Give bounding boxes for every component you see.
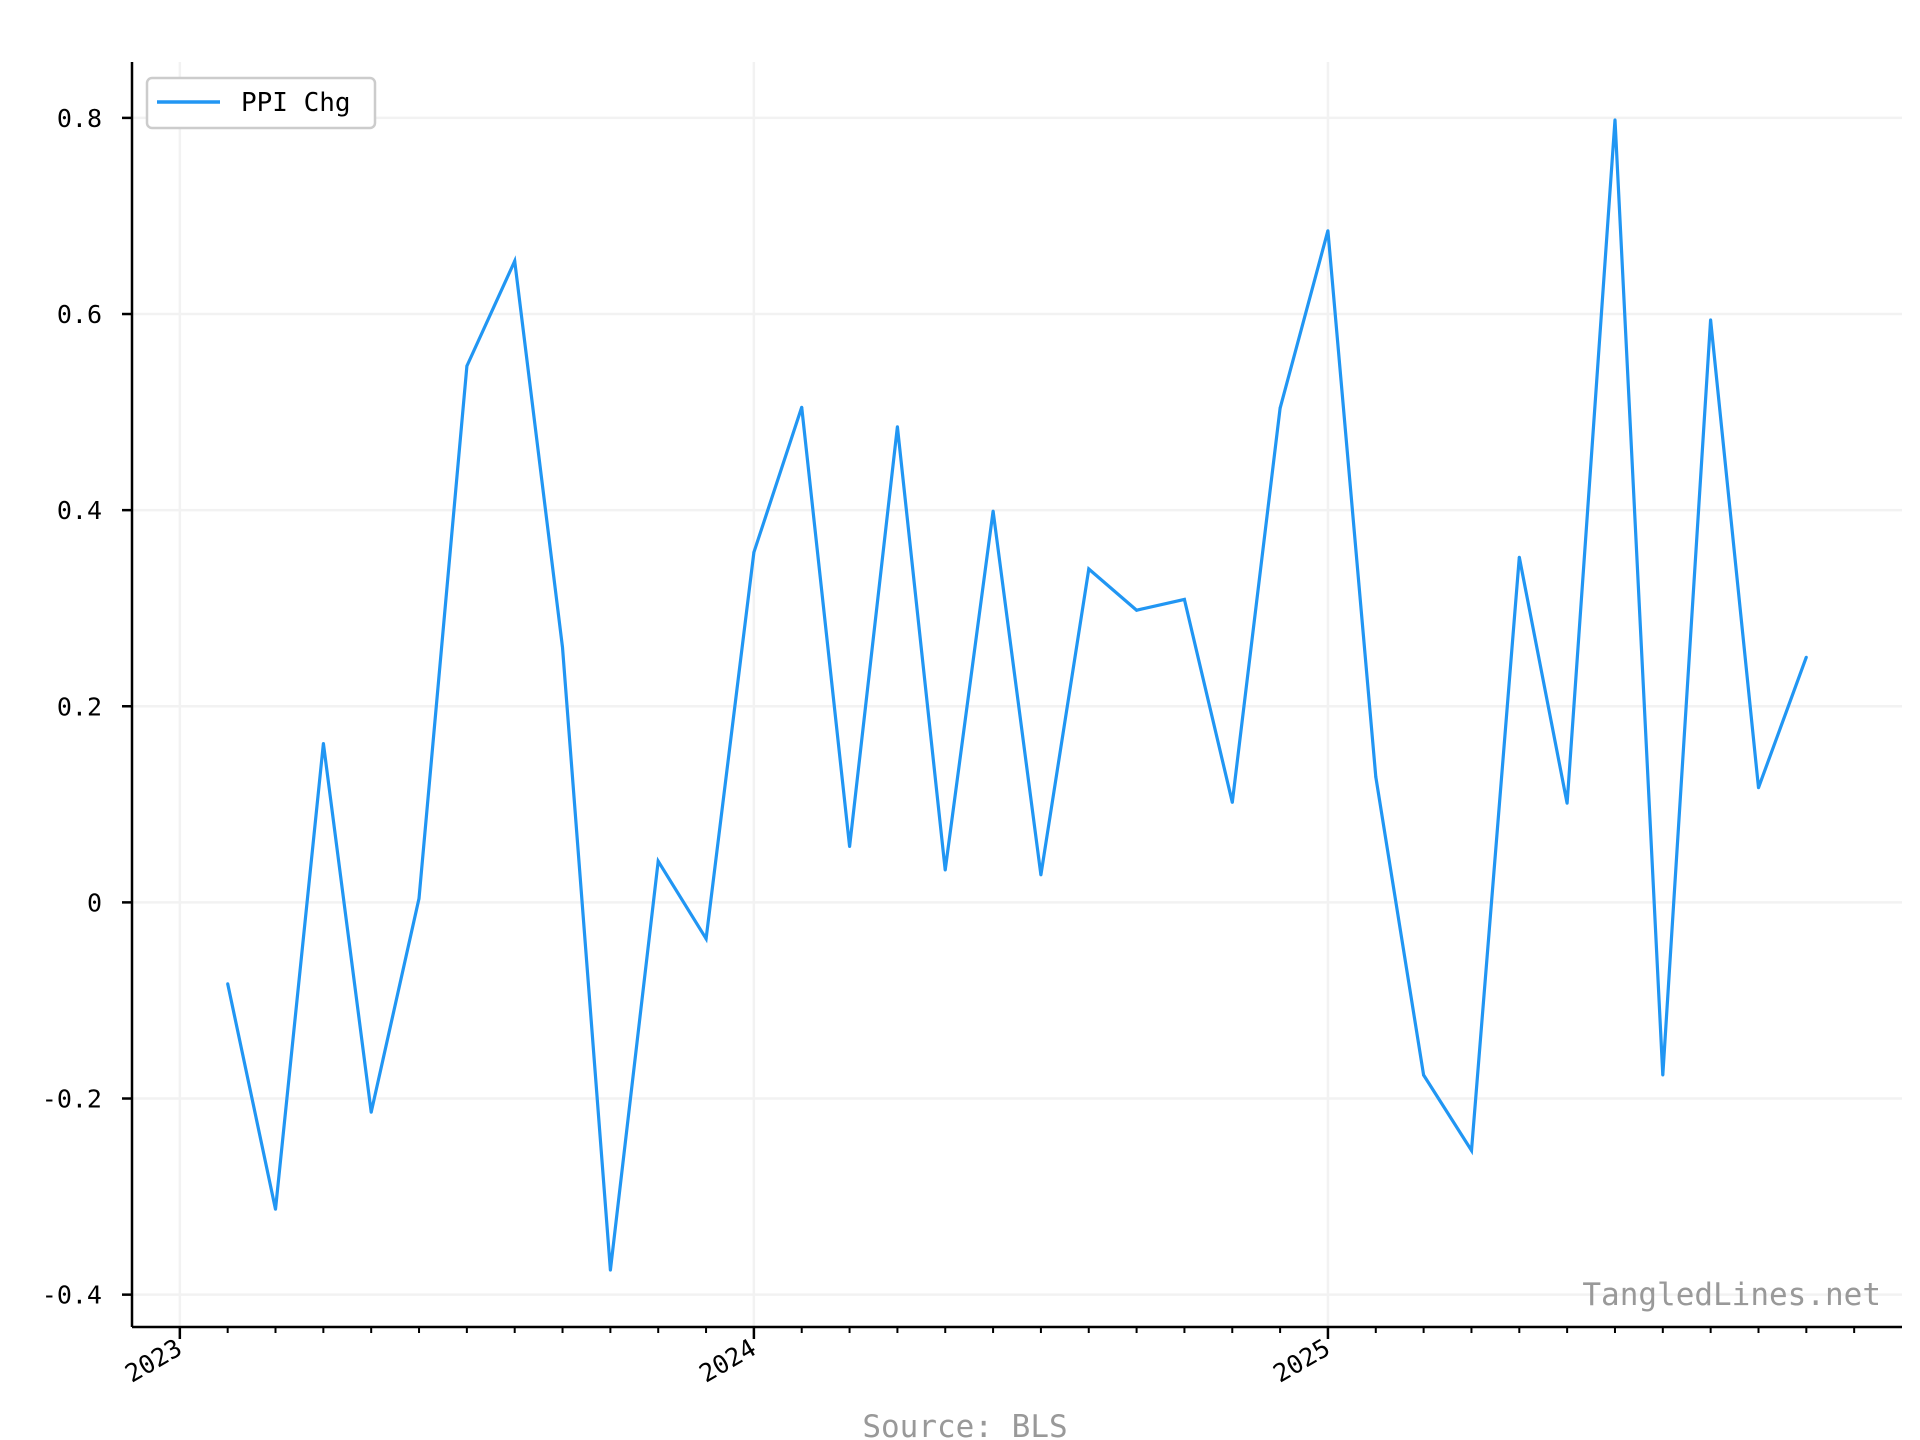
x-tick-label: 2025 <box>1268 1333 1335 1388</box>
y-tick-label: 0 <box>87 888 102 917</box>
data-point <box>1470 1149 1473 1152</box>
data-point <box>1326 229 1330 233</box>
y-tick-label: 0.2 <box>57 692 102 721</box>
data-point <box>369 1110 373 1114</box>
series-line-ppi-chg <box>226 119 1808 1271</box>
series-points <box>226 118 1808 1272</box>
data-point <box>561 645 564 649</box>
data-point <box>513 259 517 263</box>
y-tick-label: -0.2 <box>42 1085 102 1114</box>
data-point <box>465 364 469 368</box>
data-point <box>274 1207 277 1211</box>
data-point <box>1039 873 1043 877</box>
data-point <box>1709 318 1713 322</box>
data-point <box>1661 1073 1665 1077</box>
y-tick-label: 0.4 <box>57 496 102 525</box>
data-point <box>1804 655 1808 659</box>
data-point <box>608 1268 612 1272</box>
data-point <box>943 868 947 872</box>
legend-label: PPI Chg <box>241 88 351 118</box>
data-point <box>1230 800 1234 804</box>
x-tick-label: 2023 <box>120 1333 187 1388</box>
source-note: Source: BLS <box>862 1409 1067 1440</box>
data-point <box>1565 801 1569 805</box>
data-point <box>1087 567 1091 571</box>
data-point <box>417 897 421 900</box>
data-point <box>752 550 756 554</box>
data-point <box>1374 775 1378 779</box>
data-point <box>226 982 230 986</box>
data-point <box>1613 118 1617 122</box>
data-point <box>656 859 660 863</box>
data-point <box>321 742 325 745</box>
data-point <box>991 509 995 513</box>
legend: PPI Chg <box>145 76 377 130</box>
data-point <box>1182 597 1186 601</box>
data-point <box>1135 608 1139 612</box>
data-point <box>895 425 899 429</box>
y-tick-label: 0.6 <box>57 300 102 329</box>
data-point <box>1757 786 1760 790</box>
y-tick-label: 0.8 <box>57 104 102 133</box>
y-ticks: -0.4 -0.2 0 0.2 0.4 0.6 0.8 <box>42 104 132 1310</box>
data-point <box>1422 1073 1426 1077</box>
grid <box>132 62 1902 1327</box>
data-point <box>848 845 852 848</box>
data-point <box>704 937 708 941</box>
x-tick-label: 2024 <box>694 1333 761 1388</box>
data-point <box>800 405 804 409</box>
y-tick-label: -0.4 <box>42 1281 102 1310</box>
data-point <box>1517 555 1521 559</box>
legend-box <box>145 76 377 130</box>
x-ticks: 2023 2024 2025 <box>120 1327 1856 1388</box>
axes <box>130 62 1902 1329</box>
data-point <box>1278 406 1282 410</box>
watermark: TangledLines.net <box>1582 1277 1881 1313</box>
